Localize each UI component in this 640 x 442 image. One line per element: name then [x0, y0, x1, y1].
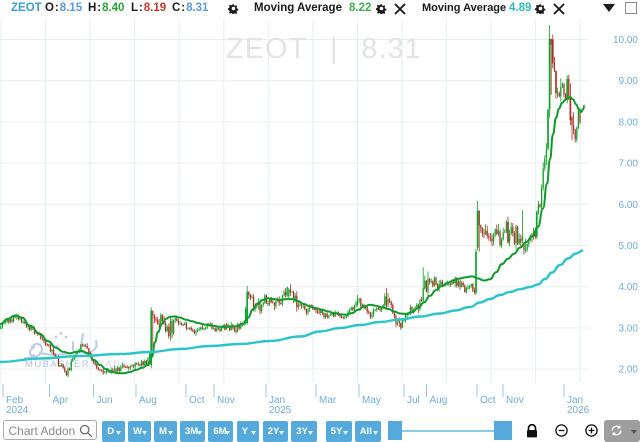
svg-text:Jun: Jun — [97, 395, 113, 406]
svg-text:May: May — [362, 395, 381, 406]
svg-text:3.00: 3.00 — [619, 323, 639, 334]
svg-text:8.00: 8.00 — [619, 117, 639, 128]
svg-text:Jul: Jul — [407, 395, 420, 406]
svg-text:5.00: 5.00 — [619, 241, 639, 252]
svg-text:6.00: 6.00 — [619, 200, 639, 211]
svg-text:2.00: 2.00 — [619, 365, 639, 376]
svg-text:Aug: Aug — [430, 395, 448, 406]
svg-text:Nov: Nov — [217, 395, 235, 406]
svg-text:Jan: Jan — [269, 395, 285, 406]
svg-text:Aug: Aug — [139, 395, 157, 406]
svg-text:Apr: Apr — [53, 395, 69, 406]
svg-text:9.00: 9.00 — [619, 76, 639, 87]
svg-text:Feb: Feb — [6, 395, 24, 406]
svg-text:4.00: 4.00 — [619, 282, 639, 293]
svg-text:Jan: Jan — [567, 395, 583, 406]
svg-text:Mar: Mar — [319, 395, 337, 406]
svg-text:2024: 2024 — [6, 405, 29, 416]
svg-text:Nov: Nov — [506, 395, 524, 406]
svg-text:7.00: 7.00 — [619, 159, 639, 170]
svg-text:ZEOT | 8.31: ZEOT | 8.31 — [226, 33, 422, 65]
svg-text:MUBASHERTRADE: MUBASHERTRADE — [25, 359, 129, 370]
svg-text:10.00: 10.00 — [613, 35, 638, 46]
svg-text:Oct: Oct — [189, 395, 205, 406]
svg-text:Oct: Oct — [480, 395, 496, 406]
svg-text:2026: 2026 — [567, 405, 590, 416]
svg-text:2025: 2025 — [269, 405, 292, 416]
